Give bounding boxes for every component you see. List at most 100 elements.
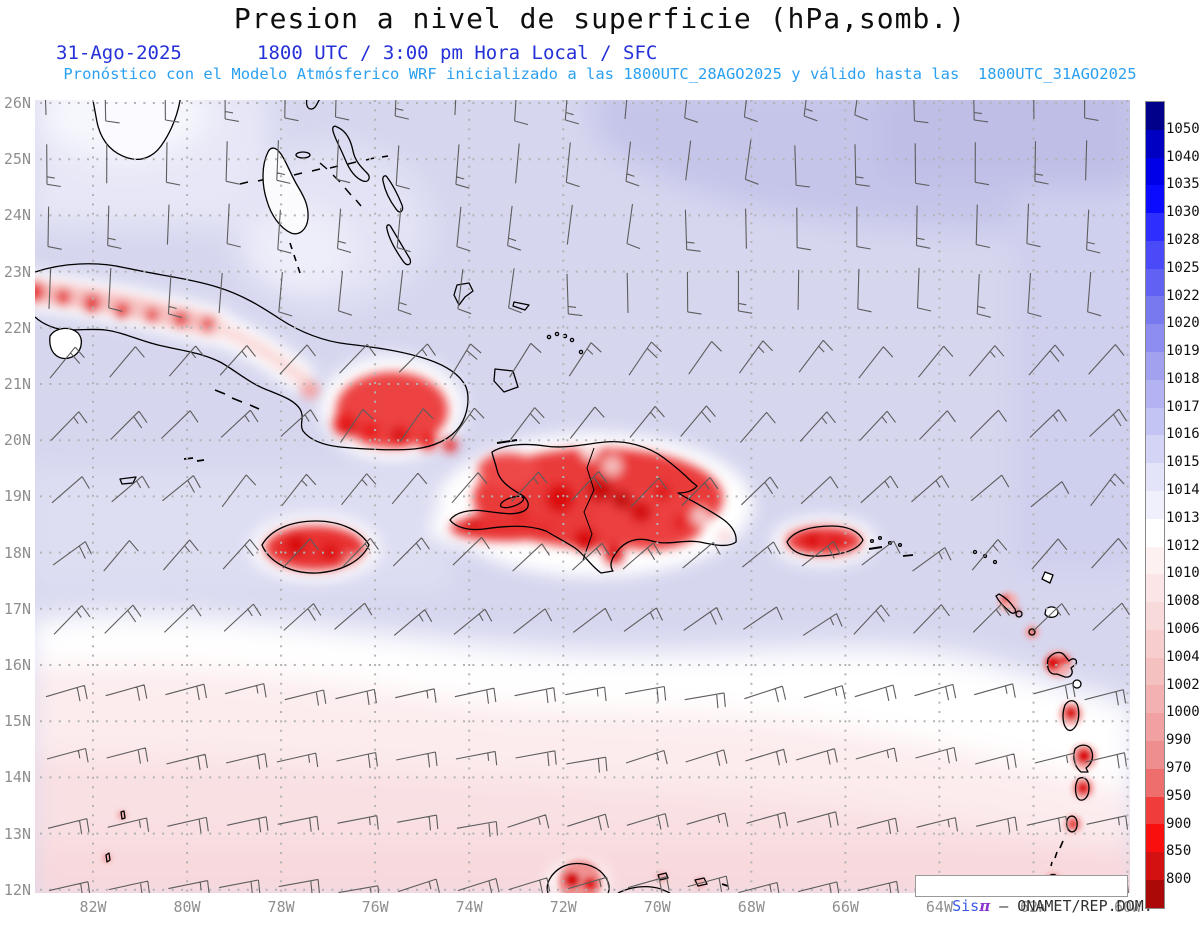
colorbar-cell (1146, 546, 1164, 575)
colorbar-cell (1146, 185, 1164, 214)
colorbar-value-label: 1012 (1166, 537, 1200, 554)
colorbar-cell (1146, 629, 1164, 658)
wind-barbs (44, 100, 1130, 893)
lon-tick-label: 82W (79, 898, 107, 916)
colorbar-value-label: 850 (1166, 843, 1192, 860)
lat-tick-label: 21N (3, 375, 31, 393)
colorbar-cell (1146, 240, 1164, 269)
colorbar-value-label: 990 (1166, 732, 1192, 749)
lon-tick-label: 70W (643, 898, 671, 916)
watermark-pi-symbol: π (979, 897, 991, 915)
colorbar-value-label: 1013 (1166, 509, 1200, 526)
colorbar-cell (1146, 379, 1164, 408)
lat-tick-label: 20N (3, 431, 31, 450)
lat-tick-label: 24N (3, 206, 31, 225)
lat-tick-label: 16N (3, 656, 31, 674)
colorbar-cell (1146, 213, 1164, 241)
colorbar-cell (1146, 407, 1164, 436)
colorbar-value-label: 900 (1166, 815, 1192, 832)
colorbar-cell (1146, 435, 1164, 464)
colorbar-value-label: 1010 (1166, 565, 1200, 582)
watermark-sis: Sis (952, 897, 980, 915)
colorbar-value-label: 970 (1166, 759, 1192, 776)
coastlines (35, 100, 1094, 893)
colorbar-value-label: 1002 (1166, 676, 1200, 693)
haiti-dr-border (582, 447, 595, 561)
colorbar-value-label: 1017 (1166, 398, 1200, 415)
colorbar-value-label: 1019 (1166, 343, 1200, 360)
colorbar-value-label: 1020 (1166, 315, 1200, 332)
colorbar-cell (1146, 602, 1164, 630)
colorbar-value-label: 1006 (1166, 621, 1200, 637)
graticule-grid (40, 100, 1130, 892)
lon-tick-label: 64W (915, 898, 963, 916)
lat-tick-label: 18N (3, 543, 31, 562)
colorbar-value-label: 1008 (1166, 593, 1200, 610)
lat-tick-label: 23N (3, 262, 31, 281)
colorbar-value-label: 1028 (1166, 231, 1200, 248)
lat-tick-label: 14N (3, 768, 31, 787)
lat-tick-label: 13N (3, 824, 31, 843)
lat-tick-label: 17N (3, 599, 31, 618)
colorbar-value-label: 1035 (1166, 176, 1200, 193)
lat-tick-label: 26N (3, 94, 31, 112)
colorbar-value-label: 1015 (1166, 454, 1200, 471)
time-label: 1800 UTC / 3:00 pm Hora Local / SFC (257, 42, 658, 64)
colorbar-cell (1146, 490, 1164, 519)
colorbar-value-label: 800 (1166, 871, 1192, 888)
watermark: Sisπ – ONAMET/REP.DOM. (915, 875, 1153, 915)
lon-tick-label: 60W (1104, 898, 1152, 916)
lon-tick-label: 68W (737, 898, 765, 916)
colorbar-value-label: 1040 (1166, 148, 1200, 165)
colorbar-cell (1146, 768, 1164, 797)
date-label: 31-Ago-2025 (56, 42, 182, 64)
colorbar-value-label: 1025 (1166, 259, 1200, 276)
colorbar-cell (1146, 102, 1164, 130)
lon-tick-label: 74W (455, 898, 483, 916)
colorbar-value-label: 1022 (1166, 287, 1200, 304)
lat-tick-label: 19N (3, 487, 31, 506)
colorbar-cell (1146, 129, 1164, 158)
lon-tick-label: 72W (549, 898, 577, 916)
colorbar-value-label: 1004 (1166, 648, 1200, 665)
colorbar-value-label: 1000 (1166, 704, 1200, 721)
colorbar-cell (1146, 157, 1164, 186)
lon-tick-label: 78W (267, 898, 295, 916)
colorbar-value-label: 1018 (1166, 370, 1200, 387)
page-title: Presion a nivel de superficie (hPa,somb.… (233, 2, 967, 35)
pressure-shading (35, 100, 1130, 893)
colorbar-cell (1146, 713, 1164, 741)
colorbar-cell (1146, 574, 1164, 603)
colorbar-cell (1146, 352, 1164, 380)
colorbar-cell (1146, 324, 1164, 353)
pressure-colorbar (1145, 101, 1165, 909)
colorbar-cell (1146, 268, 1164, 297)
forecast-line: Pronóstico con el Modelo Atmósferico WRF… (63, 65, 1137, 83)
lat-tick-label: 12N (3, 880, 31, 899)
lon-tick-label: 62W (1010, 898, 1058, 916)
colorbar-cell (1146, 740, 1164, 769)
colorbar-value-label: 1050 (1166, 120, 1200, 137)
colorbar-cell (1146, 852, 1164, 880)
watermark-org: ONAMET/REP.DOM. (1017, 897, 1153, 915)
lat-tick-label: 22N (3, 318, 31, 337)
colorbar-cell (1146, 685, 1164, 714)
colorbar-cell (1146, 824, 1164, 853)
colorbar-value-label: 1014 (1166, 482, 1200, 499)
colorbar-value-label: 1030 (1166, 204, 1200, 221)
colorbar-value-label: 950 (1166, 787, 1192, 804)
watermark-separator: – (990, 897, 1018, 915)
colorbar-cell (1146, 879, 1164, 908)
lat-tick-label: 25N (3, 150, 31, 169)
colorbar-cell (1146, 657, 1164, 686)
colorbar-cell (1146, 463, 1164, 491)
lon-tick-label: 80W (173, 898, 201, 916)
colorbar-cell (1146, 796, 1164, 825)
colorbar-value-label: 1016 (1166, 426, 1200, 443)
colorbar-cell (1146, 296, 1164, 325)
lon-tick-label: 66W (831, 898, 859, 916)
colorbar-cell (1146, 518, 1164, 547)
lat-tick-label: 15N (3, 712, 31, 731)
